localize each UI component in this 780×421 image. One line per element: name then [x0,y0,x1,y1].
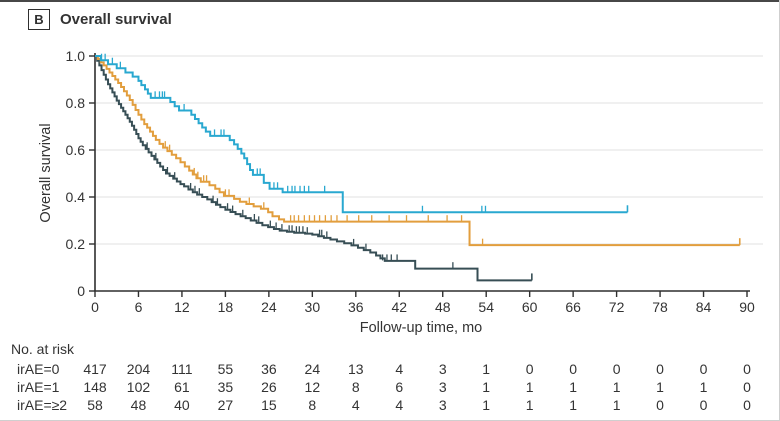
risk-count: 1 [613,397,621,413]
risk-count: 204 [127,361,151,377]
risk-count: 0 [656,397,664,413]
x-tick-label: 90 [739,299,755,315]
x-tick-label: 24 [261,299,277,315]
risk-count: 3 [439,397,447,413]
risk-count: 0 [613,361,621,377]
risk-count: 24 [305,361,321,377]
risk-count: 13 [348,361,364,377]
y-tick-label: 0 [77,283,85,299]
panel-title: Overall survival [60,11,172,28]
risk-count: 6 [395,379,403,395]
risk-count: 1 [569,379,577,395]
risk-count: 148 [83,379,107,395]
risk-count: 15 [261,397,277,413]
x-tick-label: 30 [305,299,321,315]
risk-row-label: irAE=1 [17,379,60,395]
risk-count: 0 [743,361,751,377]
risk-count: 1 [482,361,490,377]
risk-count: 0 [743,379,751,395]
risk-count: 1 [482,397,490,413]
risk-count: 55 [218,361,234,377]
figure-top-border [0,0,779,2]
x-tick-label: 36 [348,299,364,315]
risk-count: 12 [305,379,321,395]
risk-count: 0 [656,361,664,377]
risk-count: 1 [613,379,621,395]
km-curve-irAE0 [95,55,532,282]
risk-count: 35 [218,379,234,395]
risk-count: 61 [174,379,190,395]
x-tick-label: 18 [218,299,234,315]
risk-count: 27 [218,397,234,413]
km-curve-irAE1 [95,55,740,247]
risk-count: 48 [131,397,147,413]
risk-count: 58 [87,397,103,413]
risk-count: 8 [352,379,360,395]
risk-count: 0 [569,361,577,377]
x-tick-label: 84 [696,299,712,315]
risk-count: 40 [174,397,190,413]
x-tick-label: 54 [478,299,494,315]
risk-count: 0 [526,361,534,377]
x-tick-label: 78 [652,299,668,315]
x-tick-label: 48 [435,299,451,315]
x-tick-label: 6 [135,299,143,315]
risk-row-label: irAE=0 [17,361,60,377]
panel-letter-box: B [28,9,50,30]
risk-count: 1 [700,379,708,395]
y-tick-label: 0.2 [66,236,86,252]
risk-count: 1 [526,397,534,413]
risk-count: 0 [743,397,751,413]
risk-count: 1 [656,379,664,395]
x-tick-label: 60 [522,299,538,315]
panel-header: B Overall survival [28,9,172,30]
risk-count: 111 [171,361,192,377]
risk-row-label: irAE=≥2 [17,397,67,413]
y-tick-label: 0.4 [66,189,86,205]
risk-count: 1 [569,397,577,413]
risk-count: 4 [395,361,403,377]
y-tick-label: 0.8 [66,95,86,111]
risk-count: 36 [261,361,277,377]
risk-count: 0 [700,397,708,413]
risk-table-title: No. at risk [11,341,75,357]
x-tick-label: 42 [391,299,407,315]
y-axis-title: Overall survival [38,123,54,222]
x-tick-label: 12 [174,299,190,315]
risk-count: 1 [526,379,534,395]
risk-count: 4 [395,397,403,413]
y-tick-label: 1.0 [66,48,86,64]
x-tick-label: 66 [565,299,581,315]
x-axis-title: Follow-up time, mo [360,320,482,336]
risk-count: 8 [308,397,316,413]
risk-count: 1 [482,379,490,395]
risk-count: 3 [439,379,447,395]
panel-letter: B [34,12,44,27]
y-tick-label: 0.6 [66,142,86,158]
risk-count: 102 [127,379,151,395]
x-tick-label: 72 [609,299,625,315]
risk-count: 417 [83,361,107,377]
risk-count: 0 [700,361,708,377]
risk-count: 26 [261,379,277,395]
x-tick-label: 0 [91,299,99,315]
risk-count: 4 [352,397,360,413]
risk-count: 3 [439,361,447,377]
km-curve-irAE2 [95,55,628,214]
